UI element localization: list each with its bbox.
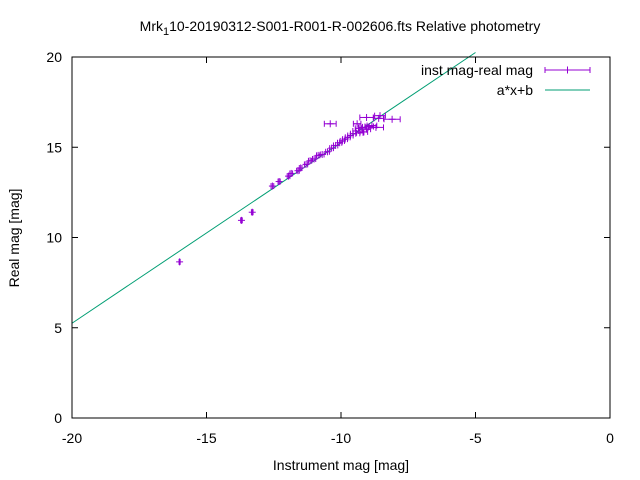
y-tick-label: 15: [46, 139, 62, 155]
plot-area-border: [71, 56, 611, 419]
x-tick-label: -5: [469, 430, 482, 446]
data-point: [248, 208, 256, 216]
y-tick-label: 0: [54, 410, 62, 426]
y-axis-label: Real mag [mag]: [6, 189, 22, 288]
y-axis-ticks: 0 5 10 15 20: [46, 49, 610, 426]
chart-title-subscript: 1: [163, 26, 169, 38]
x-axis-label: Instrument mag [mag]: [273, 457, 409, 473]
y-tick-label: 5: [54, 320, 62, 336]
data-point: [383, 115, 401, 123]
y-tick-label: 10: [46, 230, 62, 246]
legend-label-points: inst mag-real mag: [421, 62, 533, 78]
data-point: [275, 178, 283, 186]
data-point: [367, 123, 385, 131]
chart-title-rest: 10-20190312-S001-R001-R-002606.fts Relat…: [169, 18, 540, 34]
chart-title: Mrk110-20190312-S001-R001-R-002606.fts R…: [140, 18, 541, 38]
chart-title-main: Mrk: [140, 18, 164, 34]
data-point: [268, 182, 276, 190]
data-point: [287, 169, 295, 177]
data-point: [323, 120, 337, 128]
data-point: [302, 160, 310, 168]
data-point: [352, 120, 362, 128]
x-tick-label: 0: [606, 430, 614, 446]
data-point: [314, 151, 322, 159]
data-point: [359, 113, 374, 121]
data-point: [176, 258, 184, 266]
data-point: [373, 114, 385, 122]
data-point: [297, 164, 305, 172]
legend-label-fit: a*x+b: [497, 82, 533, 98]
data-point: [318, 150, 326, 158]
data-point: [310, 155, 318, 163]
x-tick-label: -10: [331, 430, 351, 446]
data-point: [237, 216, 245, 224]
legend: inst mag-real mag a*x+b: [421, 62, 591, 98]
x-axis-ticks: -20 -15 -10 -5 0: [62, 57, 614, 446]
data-points-layer: [176, 112, 401, 266]
y-tick-label: 20: [46, 49, 62, 65]
x-tick-label: -20: [62, 430, 82, 446]
data-point: [354, 124, 363, 132]
legend-sample-points: [544, 66, 591, 74]
x-tick-label: -15: [196, 430, 216, 446]
